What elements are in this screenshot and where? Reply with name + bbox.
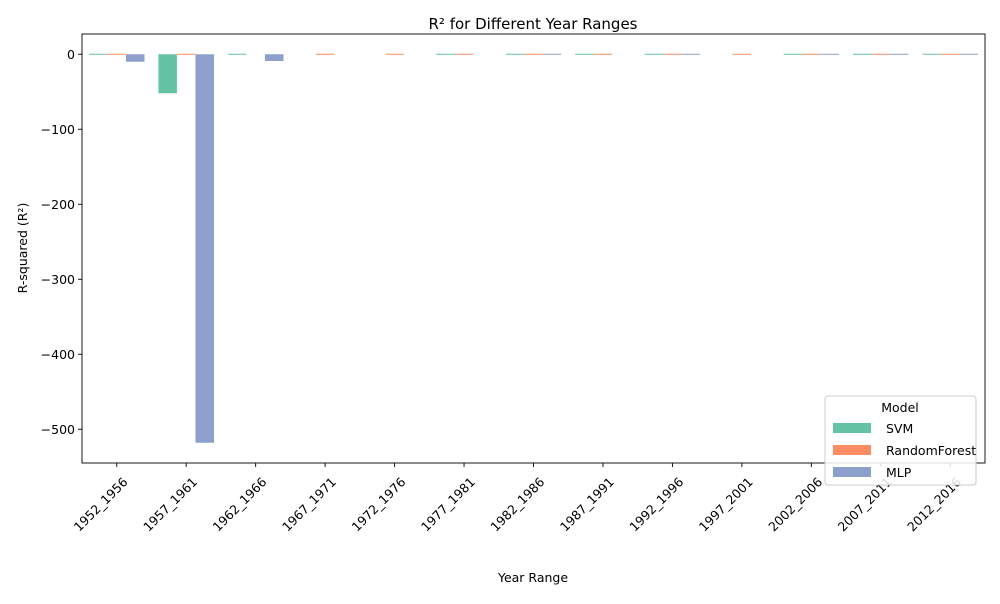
bar-mlp-2002_2006 [820, 53, 840, 55]
legend-label-mlp: MLP [886, 465, 912, 480]
y-tick-label: −100 [41, 122, 75, 137]
x-tick-label: 1982_1986 [487, 474, 547, 534]
chart-title: R² for Different Year Ranges [429, 15, 638, 33]
bar-svm-1977_1981 [436, 53, 455, 55]
x-tick-label: 2002_2006 [765, 474, 825, 534]
legend: Model SVM RandomForest MLP [824, 395, 977, 486]
bar-randomforest-1967_1971 [315, 53, 335, 55]
legend-frame [824, 395, 977, 486]
y-tick-label: −200 [41, 197, 75, 212]
y-tick-label: −400 [41, 347, 75, 362]
bars-layer [88, 53, 979, 443]
bar-mlp-2012_2016 [959, 53, 979, 55]
bar-svm-1957_1961 [158, 54, 177, 94]
bar-svm-1992_1996 [644, 53, 664, 55]
bar-svm-1952_1956 [88, 53, 108, 55]
x-tick-label: 1972_1976 [348, 474, 408, 534]
bar-svm-2007_2011 [853, 53, 872, 55]
x-tick-label: 1987_1991 [557, 474, 617, 534]
bar-svm-2002_2006 [783, 53, 803, 55]
legend-title: Model [881, 400, 919, 415]
bar-randomforest-1987_1991 [593, 53, 613, 55]
bar-randomforest-1972_1976 [385, 53, 404, 55]
bar-randomforest-1977_1981 [454, 53, 474, 55]
bar-mlp-1982_1986 [542, 53, 562, 55]
y-tick-label: −300 [41, 272, 75, 287]
bar-svm-2012_2016 [922, 53, 941, 55]
x-tick-label: 1957_1961 [140, 474, 200, 534]
legend-label-randomforest: RandomForest [886, 443, 976, 458]
bar-randomforest-1997_2001 [732, 53, 752, 55]
bar-randomforest-2007_2011 [871, 53, 891, 55]
x-tick-label: 1977_1981 [418, 474, 478, 534]
legend-label-svm: SVM [886, 421, 913, 436]
y-tick-label: −500 [41, 422, 75, 437]
bar-mlp-1957_1961 [195, 54, 214, 443]
y-axis-label: R-squared (R²) [15, 203, 30, 294]
bar-mlp-2007_2011 [890, 53, 909, 55]
bar-randomforest-2002_2006 [802, 53, 821, 55]
bar-randomforest-1992_1996 [663, 53, 682, 55]
legend-swatch-mlp [833, 467, 871, 477]
bar-randomforest-1982_1986 [524, 53, 543, 55]
bar-mlp-1962_1966 [264, 54, 284, 61]
x-tick-label: 1992_1996 [626, 474, 686, 534]
bar-mlp-1992_1996 [681, 53, 701, 55]
x-tick-label: 1962_1966 [210, 474, 270, 534]
x-tick-label: 1967_1971 [279, 474, 339, 534]
legend-items: SVM RandomForest MLP [833, 421, 976, 480]
x-tick-label: 1952_1956 [71, 474, 131, 534]
y-tick-label: 0 [67, 47, 75, 62]
bar-svm-1982_1986 [505, 53, 525, 55]
x-tick-label: 1997_2001 [696, 474, 756, 534]
bar-svm-1962_1966 [227, 53, 247, 55]
bar-randomforest-1957_1961 [176, 53, 196, 55]
bar-randomforest-1952_1956 [107, 53, 126, 55]
bar-mlp-1952_1956 [125, 54, 145, 62]
y-axis: 0 −100 −200 −300 −400 −500 [41, 47, 82, 437]
legend-swatch-randomforest [833, 445, 871, 455]
bar-randomforest-2012_2016 [941, 53, 960, 55]
legend-swatch-svm [833, 423, 871, 433]
x-axis-label: Year Range [497, 570, 568, 585]
bar-svm-1987_1991 [575, 53, 594, 55]
